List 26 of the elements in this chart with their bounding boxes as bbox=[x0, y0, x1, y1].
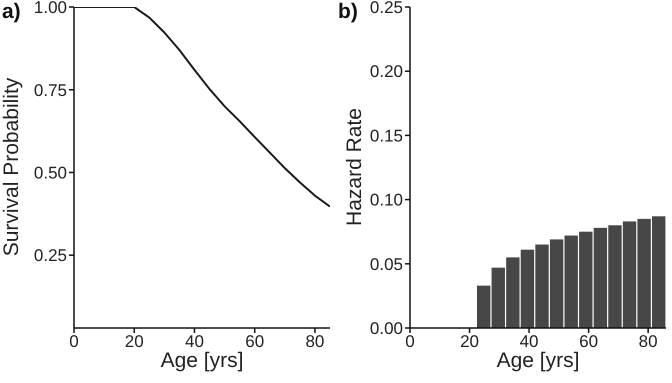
y-axis-title: Hazard Rate bbox=[343, 108, 366, 226]
x-tick-label: 0 bbox=[405, 332, 415, 352]
x-tick-label: 80 bbox=[638, 332, 658, 352]
y-tick-label: 0.25 bbox=[370, 0, 403, 18]
x-tick-label: 0 bbox=[69, 332, 79, 352]
x-axis-title: Age [yrs] bbox=[160, 349, 244, 372]
x-tick-label: 80 bbox=[305, 332, 324, 352]
x-tick-label: 40 bbox=[520, 332, 539, 352]
y-tick-label: 1.00 bbox=[34, 0, 67, 18]
x-tick-label: 60 bbox=[579, 332, 598, 352]
x-tick-label: 60 bbox=[245, 332, 264, 352]
x-tick-label: 20 bbox=[460, 332, 479, 352]
x-tick-label: 40 bbox=[185, 332, 204, 352]
y-tick-label: 0.15 bbox=[370, 126, 403, 146]
y-tick-label: 0.25 bbox=[34, 246, 67, 266]
y-axis-title: Survival Probability bbox=[0, 78, 23, 256]
y-tick-label: 0.50 bbox=[34, 164, 67, 182]
y-tick-label: 0.75 bbox=[34, 80, 67, 100]
y-tick-label: 0.10 bbox=[370, 190, 403, 210]
y-tick-label: 0.05 bbox=[370, 254, 403, 274]
y-tick-label: 0.00 bbox=[370, 319, 403, 338]
y-tick-label: 0.20 bbox=[370, 62, 403, 82]
x-axis-title: Age [yrs] bbox=[496, 349, 580, 372]
chart-title: b) bbox=[338, 0, 358, 24]
chart-title: a) bbox=[2, 0, 21, 24]
x-tick-label: 20 bbox=[124, 332, 144, 352]
